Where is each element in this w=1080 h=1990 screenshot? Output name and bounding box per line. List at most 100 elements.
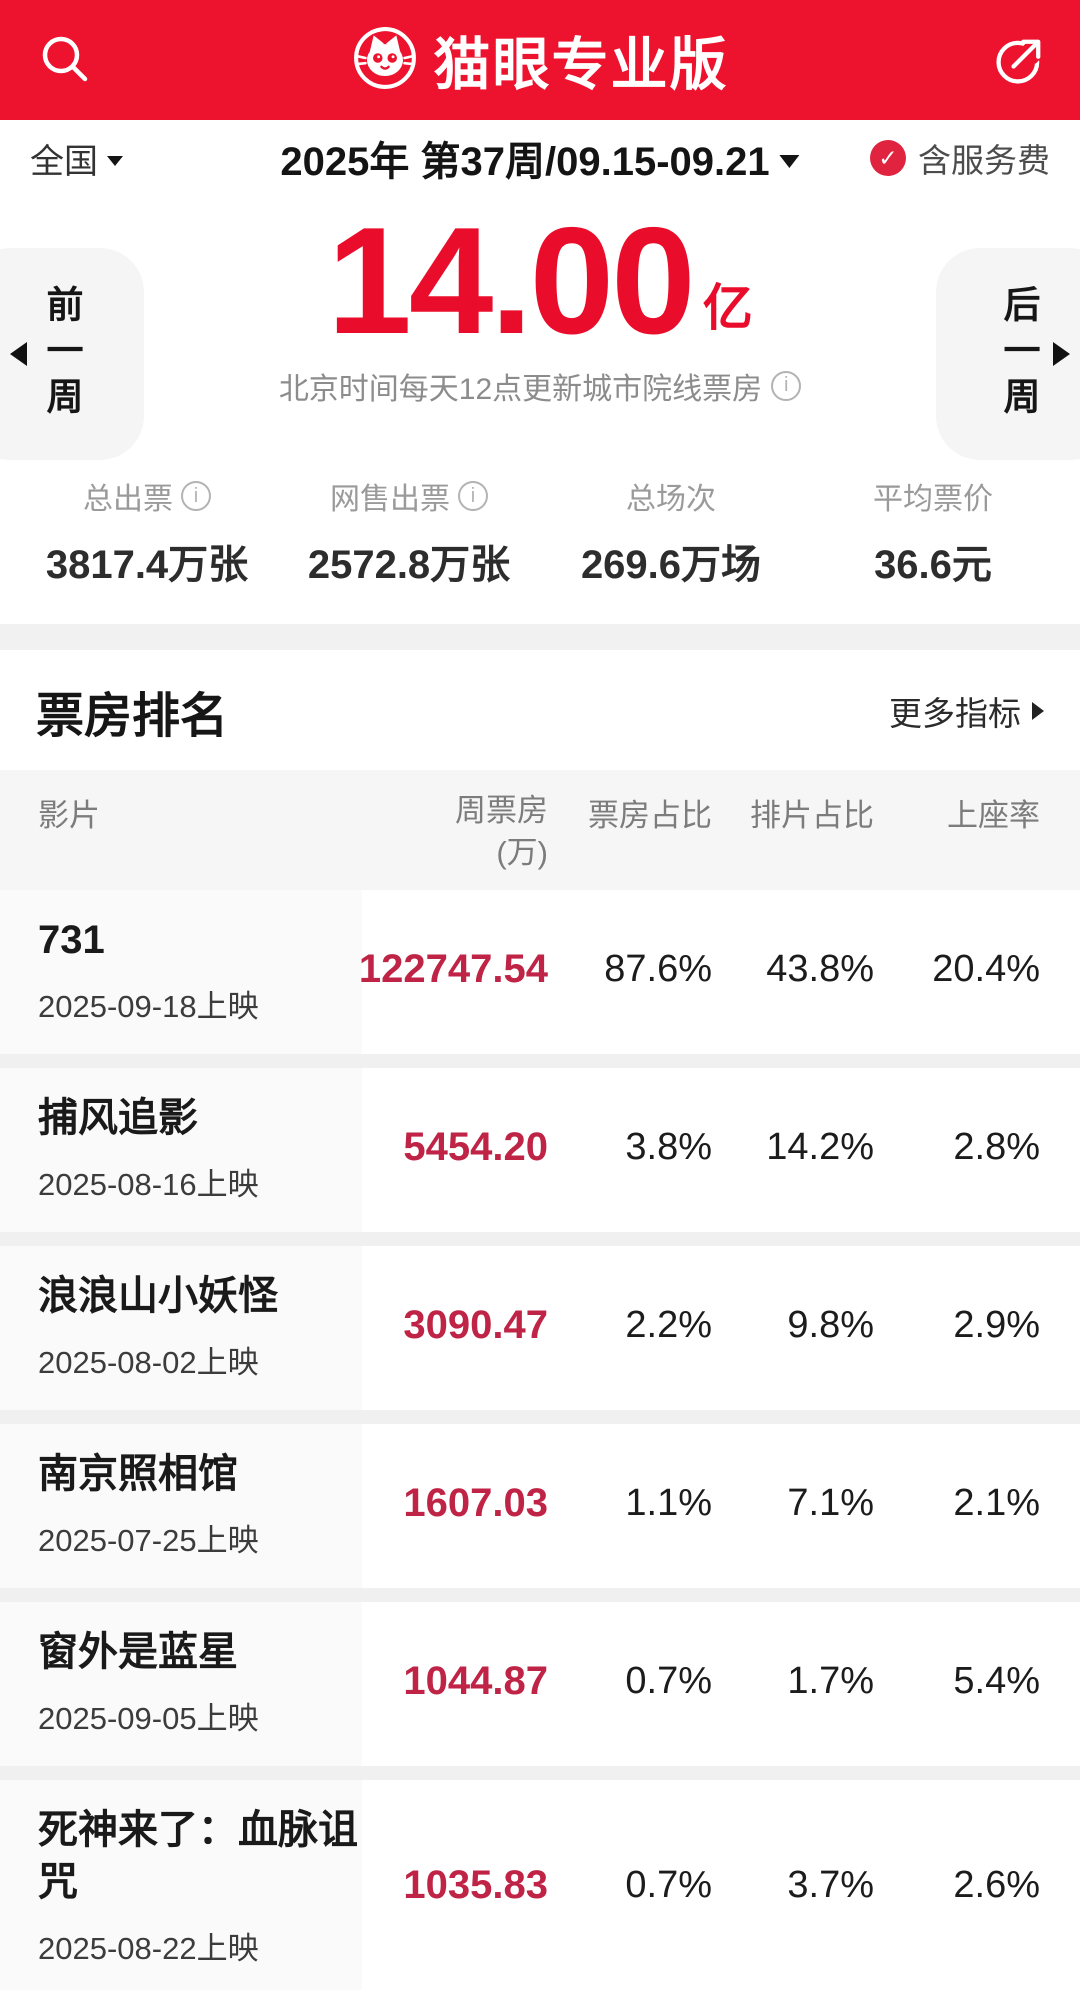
film-release-date: 2025-07-25上映 (38, 1522, 259, 1558)
row-separator (0, 1587, 1080, 1602)
box-share-value: 3.8% (625, 1126, 712, 1169)
table-row[interactable]: 捕风追影 2025-08-16上映 5454.20 3.8% 14.2% 2.8… (0, 1067, 1080, 1232)
table-row[interactable]: 浪浪山小妖怪 2025-08-02上映 3090.47 2.2% 9.8% 2.… (0, 1245, 1080, 1410)
box-share-value: 2.2% (625, 1304, 712, 1347)
search-button[interactable] (34, 28, 98, 92)
screening-share-value: 7.1% (787, 1482, 874, 1525)
stat-total-tickets: 总出票 i 3817.4万张 (16, 474, 278, 590)
info-icon[interactable]: i (181, 481, 211, 511)
screening-share-value: 1.7% (787, 1660, 874, 1703)
film-name: 窗外是蓝星 (38, 1629, 238, 1674)
check-icon: ✓ (870, 140, 906, 176)
ranking-title: 票房排名 (36, 690, 229, 743)
next-week-label: 后一周 (998, 285, 1039, 423)
screening-share-value: 14.2% (766, 1126, 874, 1169)
column-attendance: 上座率 (947, 798, 1040, 833)
stat-total-screenings: 总场次 269.6万场 (540, 474, 802, 590)
column-week-box: 周票房 (万) (455, 793, 548, 870)
app-brand: 猫眼专业版 (352, 19, 729, 101)
box-share-value: 0.7% (625, 1864, 712, 1907)
box-share-value: 87.6% (604, 948, 712, 991)
week-box-office-value: 3090.47 (403, 1303, 548, 1348)
film-release-date: 2025-09-18上映 (38, 988, 259, 1024)
film-release-date: 2025-09-05上映 (38, 1700, 259, 1736)
attendance-value: 2.8% (953, 1126, 1040, 1169)
attendance-value: 20.4% (932, 948, 1040, 991)
attendance-value: 5.4% (953, 1660, 1040, 1703)
table-row[interactable]: 南京照相馆 2025-07-25上映 1607.03 1.1% 7.1% 2.1… (0, 1423, 1080, 1588)
film-name: 浪浪山小妖怪 (38, 1273, 278, 1318)
table-row[interactable]: 窗外是蓝星 2025-09-05上映 1044.87 0.7% 1.7% 5.4… (0, 1601, 1080, 1766)
screening-share-value: 3.7% (787, 1864, 874, 1907)
week-box-office-value: 1607.03 (403, 1481, 548, 1526)
app-header: 猫眼专业版 (0, 0, 1080, 120)
region-label: 全国 (30, 142, 98, 181)
weekly-total: 14.00 亿 北京时间每天12点更新城市院线票房 i (0, 196, 1080, 408)
stat-value: 36.6元 (874, 543, 992, 587)
film-release-date: 2025-08-02上映 (38, 1344, 259, 1380)
region-selector[interactable]: 全国 (30, 134, 123, 183)
update-note: 北京时间每天12点更新城市院线票房 i (0, 364, 1080, 408)
film-name: 南京照相馆 (38, 1451, 238, 1496)
filter-bar: 全国 2025年 第37周/09.15-09.21 ✓ 含服务费 (0, 120, 1080, 196)
week-box-office-value: 122747.54 (358, 947, 548, 992)
table-row[interactable]: 死神来了：血脉诅咒 2025-08-22上映 1035.83 0.7% 3.7%… (0, 1779, 1080, 1990)
app-title: 猫眼专业版 (433, 33, 729, 97)
weekly-total-section: 前一周 14.00 亿 北京时间每天12点更新城市院线票房 i 后一周 (0, 196, 1080, 468)
row-separator (0, 1231, 1080, 1246)
table-row[interactable]: 731 2025-09-18上映 122747.54 87.6% 43.8% 2… (0, 889, 1080, 1054)
attendance-value: 2.1% (953, 1482, 1040, 1525)
maoyan-logo-icon (352, 25, 418, 96)
stat-avg-price: 平均票价 36.6元 (802, 474, 1064, 590)
film-release-date: 2025-08-22上映 (38, 1930, 259, 1966)
section-divider (0, 624, 1080, 650)
service-fee-label: 含服务费 (918, 142, 1050, 179)
week-box-office-value: 1044.87 (403, 1659, 548, 1704)
box-share-value: 0.7% (625, 1660, 712, 1703)
stat-value: 3817.4万张 (45, 543, 249, 587)
table-header: 影片 周票房 (万) 票房占比 排片占比 上座率 (0, 770, 1080, 890)
box-share-value: 1.1% (625, 1482, 712, 1525)
weekly-total-value: 14.00 (327, 196, 695, 366)
arrow-right-icon (1032, 702, 1044, 720)
film-name: 死神来了：血脉诅咒 (38, 1807, 358, 1904)
attendance-value: 2.6% (953, 1864, 1040, 1907)
chevron-down-icon (107, 156, 123, 166)
share-button[interactable] (988, 28, 1052, 92)
prev-week-label: 前一周 (41, 285, 82, 423)
service-fee-toggle[interactable]: ✓ 含服务费 (870, 134, 1050, 182)
film-release-date: 2025-08-16上映 (38, 1166, 259, 1202)
column-screening-share: 排片占比 (750, 798, 874, 833)
arrow-left-icon (10, 342, 27, 366)
next-week-button[interactable]: 后一周 (936, 248, 1080, 460)
week-selector[interactable]: 2025年 第37周/09.15-09.21 (280, 129, 800, 187)
column-film: 影片 (38, 798, 100, 833)
stat-value: 2572.8万张 (307, 543, 511, 587)
info-icon[interactable]: i (458, 481, 488, 511)
stat-online-tickets: 网售出票 i 2572.8万张 (278, 474, 540, 590)
ranking-section: 票房排名 更多指标 影片 周票房 (万) 票房占比 排片占比 上座率 731 2… (0, 650, 1080, 1990)
arrow-right-icon (1053, 342, 1070, 366)
week-box-office-value: 1035.83 (403, 1863, 548, 1908)
screening-share-value: 43.8% (766, 948, 874, 991)
more-metrics-link[interactable]: 更多指标 (889, 687, 1044, 735)
info-icon[interactable]: i (771, 370, 802, 401)
stat-value: 269.6万场 (580, 543, 762, 587)
film-name: 捕风追影 (38, 1095, 198, 1140)
screening-share-value: 9.8% (787, 1304, 874, 1347)
week-box-office-value: 5454.20 (403, 1125, 548, 1170)
row-separator (0, 1409, 1080, 1424)
row-separator (0, 1053, 1080, 1068)
attendance-value: 2.9% (953, 1304, 1040, 1347)
ranking-table-body: 731 2025-09-18上映 122747.54 87.6% 43.8% 2… (0, 889, 1080, 1990)
column-box-share: 票房占比 (588, 798, 712, 833)
film-name: 731 (38, 917, 105, 962)
search-icon (42, 36, 88, 82)
chevron-down-icon (779, 154, 800, 168)
prev-week-button[interactable]: 前一周 (0, 248, 144, 460)
row-separator (0, 1765, 1080, 1780)
share-icon (996, 39, 1046, 84)
weekly-total-unit: 亿 (702, 279, 753, 336)
week-label: 2025年 第37周/09.15-09.21 (280, 140, 770, 184)
